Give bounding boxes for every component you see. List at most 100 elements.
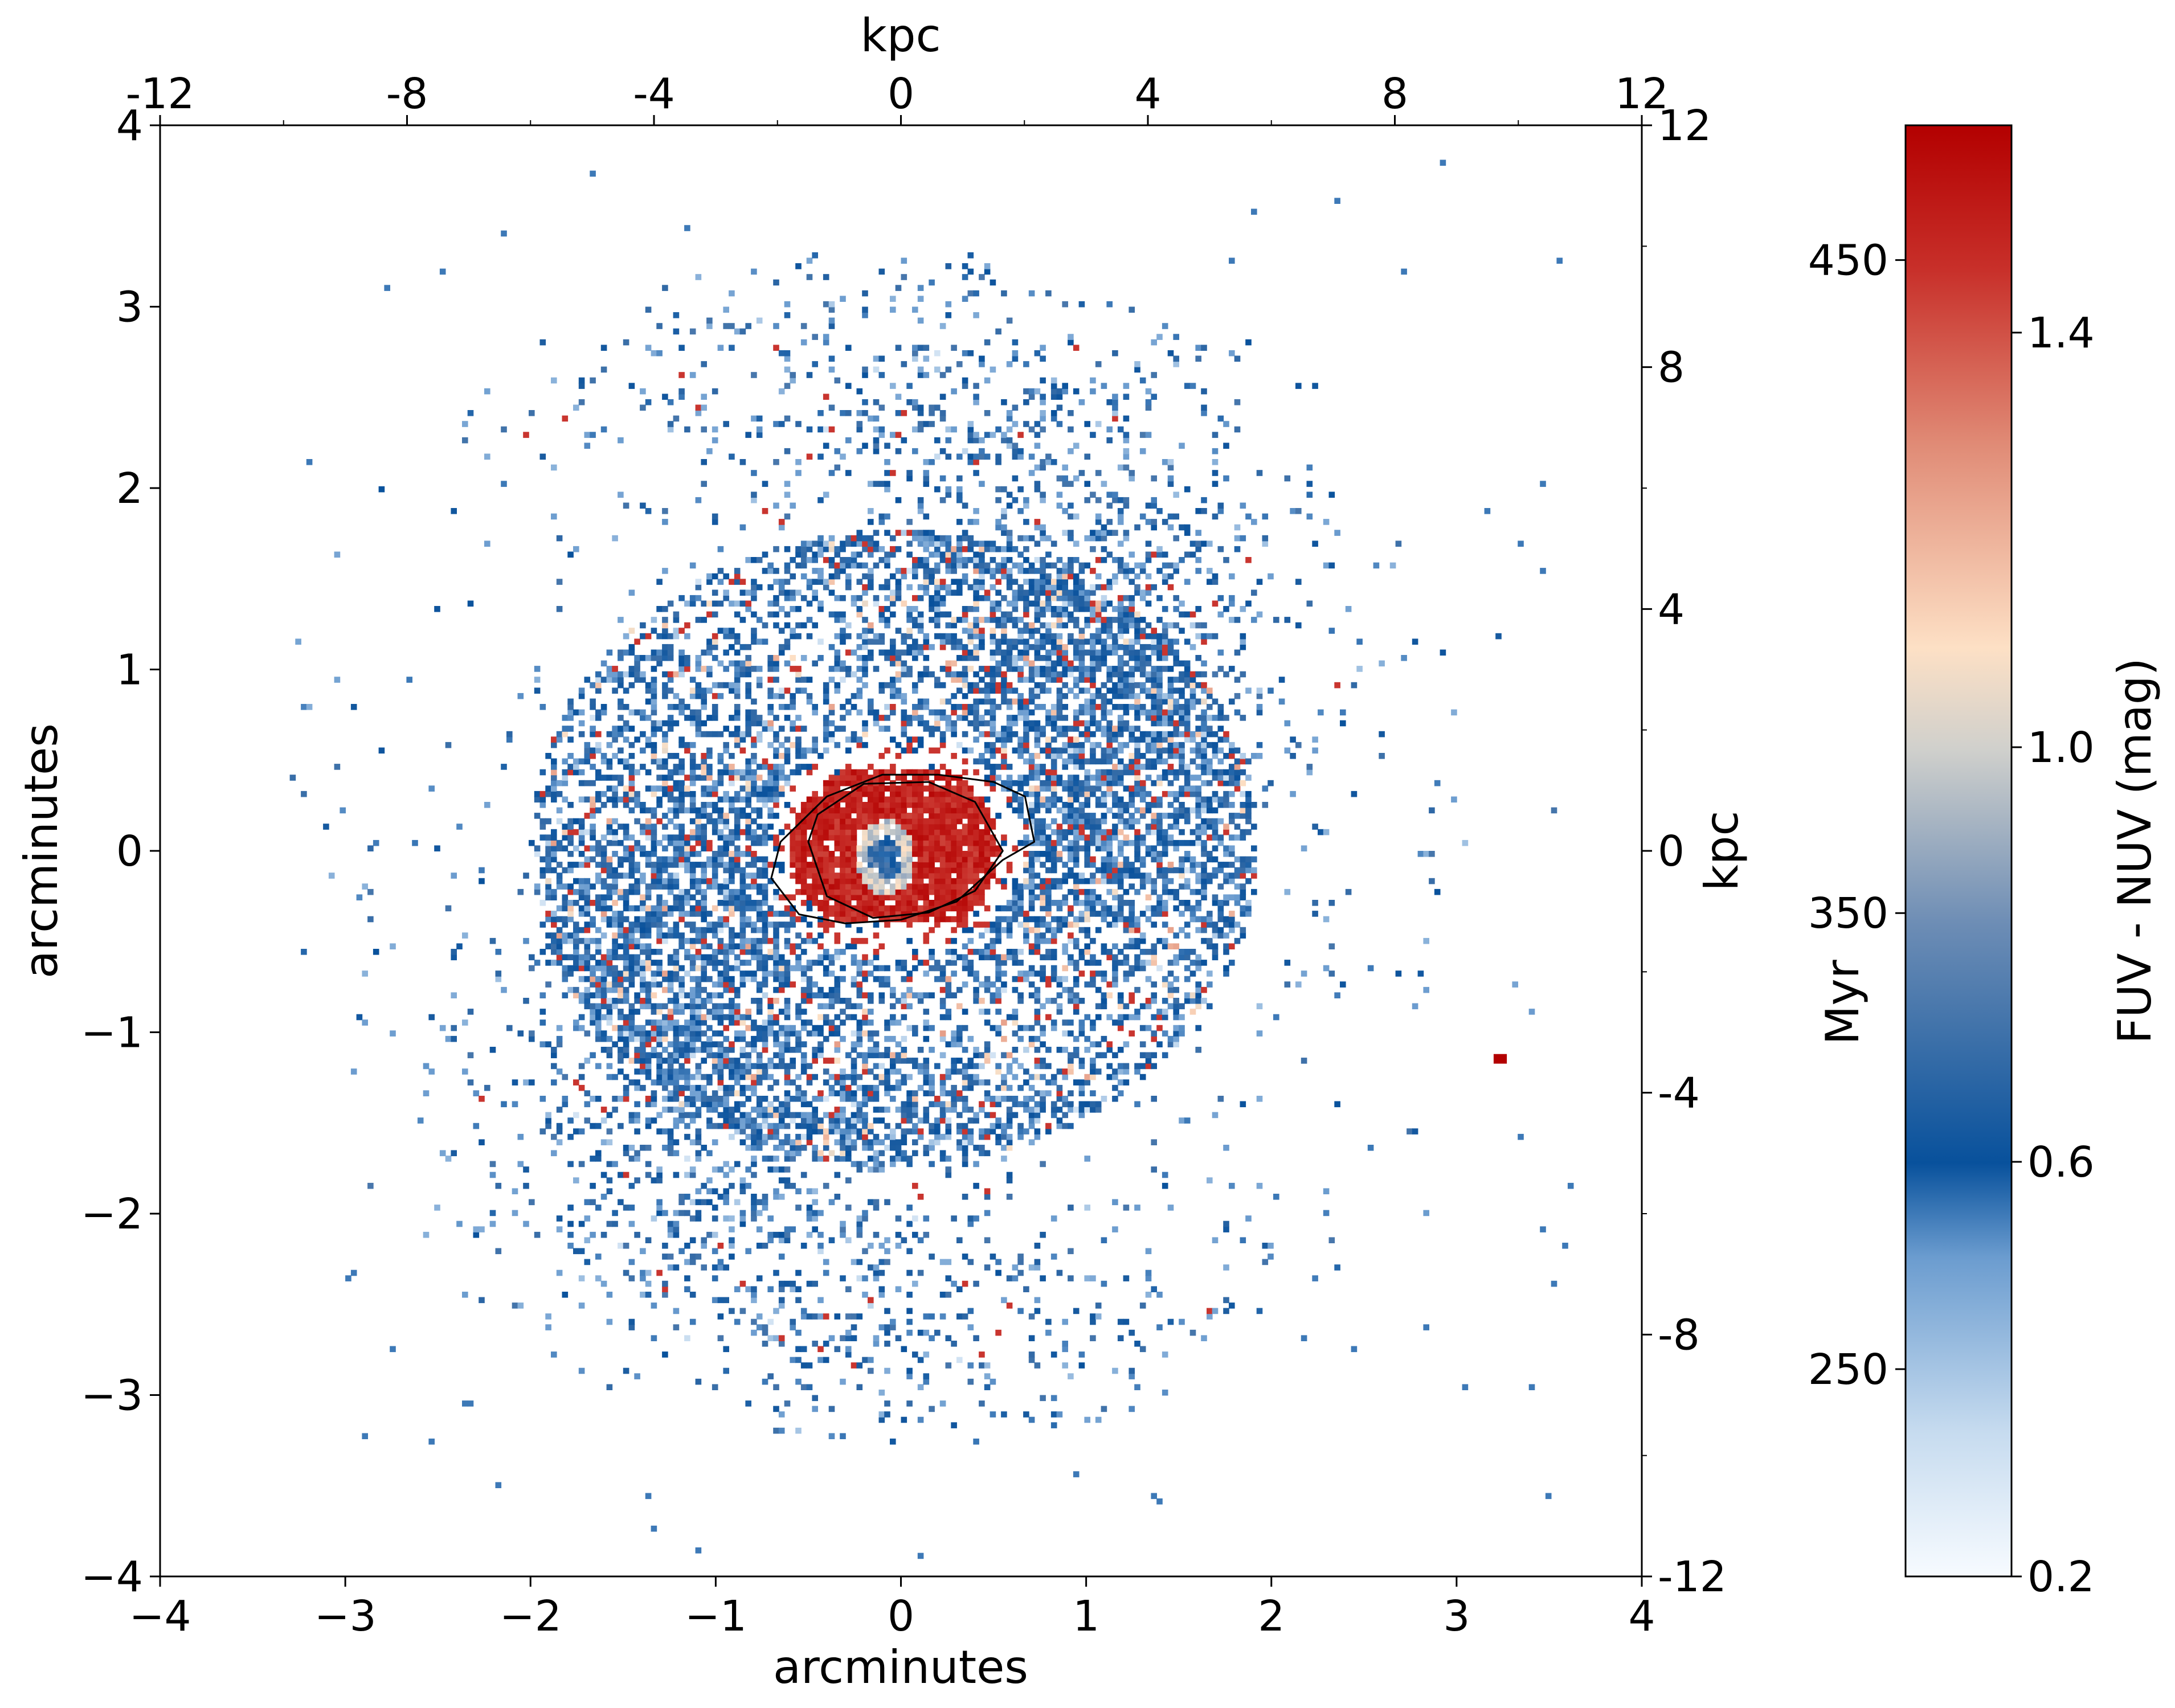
- map-pixel: [645, 1117, 652, 1124]
- map-pixel: [906, 883, 913, 890]
- map-pixel: [868, 415, 874, 422]
- map-pixel: [656, 606, 663, 612]
- map-pixel: [817, 839, 824, 846]
- map-pixel: [667, 932, 674, 939]
- map-pixel: [717, 862, 724, 868]
- map-pixel: [606, 905, 613, 912]
- map-pixel: [878, 1243, 885, 1249]
- map-pixel: [806, 932, 813, 939]
- map-pixel: [956, 1123, 963, 1129]
- map-pixel: [939, 600, 946, 607]
- map-pixel: [929, 1313, 935, 1320]
- map-pixel: [901, 1150, 907, 1157]
- map-pixel: [667, 883, 674, 890]
- map-pixel: [739, 807, 746, 814]
- map-pixel: [800, 726, 807, 732]
- map-pixel: [745, 666, 751, 672]
- map-pixel: [939, 1074, 946, 1080]
- map-pixel: [784, 1177, 791, 1183]
- map-pixel: [912, 562, 918, 569]
- map-pixel: [762, 1112, 768, 1119]
- map-pixel: [823, 873, 829, 879]
- map-pixel: [628, 628, 635, 634]
- map-pixel: [817, 932, 824, 939]
- map-pixel: [906, 921, 913, 928]
- map-pixel: [862, 807, 868, 814]
- map-pixel: [651, 1009, 657, 1015]
- map-pixel: [890, 1318, 896, 1325]
- map-pixel: [645, 633, 652, 640]
- map-pixel: [539, 834, 546, 841]
- map-pixel: [917, 796, 924, 803]
- map-pixel: [745, 1166, 751, 1173]
- map-pixel: [878, 900, 885, 906]
- map-pixel: [795, 470, 802, 476]
- map-pixel: [795, 813, 802, 819]
- map-pixel: [895, 660, 902, 667]
- map-pixel: [823, 949, 829, 955]
- map-pixel: [551, 1133, 557, 1140]
- map-pixel: [912, 888, 918, 895]
- map-pixel: [556, 780, 563, 787]
- map-pixel: [840, 1035, 846, 1042]
- map-pixel: [767, 1335, 774, 1341]
- map-pixel: [923, 937, 930, 944]
- map-pixel: [745, 921, 751, 928]
- map-pixel: [428, 1014, 435, 1021]
- map-pixel: [600, 1231, 607, 1238]
- map-pixel: [795, 742, 802, 748]
- map-pixel: [739, 1188, 746, 1194]
- map-pixel: [790, 862, 796, 868]
- map-pixel: [523, 937, 529, 944]
- map-pixel: [678, 698, 685, 705]
- map-pixel: [701, 905, 707, 912]
- map-pixel: [706, 1107, 713, 1113]
- map-pixel: [778, 1107, 785, 1113]
- map-pixel: [929, 617, 935, 623]
- map-pixel: [334, 764, 341, 770]
- map-pixel: [901, 638, 907, 645]
- map-pixel: [729, 579, 735, 585]
- map-pixel: [734, 666, 741, 672]
- map-pixel: [784, 568, 791, 574]
- map-pixel: [618, 1199, 624, 1206]
- map-pixel: [662, 790, 668, 797]
- map-pixel: [917, 345, 924, 351]
- map-pixel: [678, 916, 685, 923]
- map-pixel: [451, 949, 457, 955]
- map-pixel: [795, 965, 802, 972]
- map-pixel: [784, 660, 791, 667]
- map-pixel: [562, 1292, 569, 1298]
- map-pixel: [884, 1341, 890, 1347]
- map-pixel: [812, 1150, 818, 1157]
- map-pixel: [851, 1047, 857, 1053]
- map-pixel: [634, 954, 640, 961]
- map-pixel: [812, 1107, 818, 1113]
- map-pixel: [828, 921, 835, 928]
- map-pixel: [734, 1014, 741, 1021]
- map-pixel: [556, 606, 563, 612]
- map-pixel: [734, 1123, 741, 1129]
- map-pixel: [684, 867, 690, 874]
- map-pixel: [618, 1243, 624, 1249]
- map-pixel: [684, 1335, 690, 1341]
- map-pixel: [678, 1041, 685, 1047]
- map-pixel: [678, 655, 685, 661]
- map-pixel: [856, 1074, 863, 1080]
- map-pixel: [623, 726, 629, 732]
- map-pixel: [762, 992, 768, 998]
- map-pixel: [612, 829, 618, 835]
- map-pixel: [751, 491, 757, 498]
- map-pixel: [634, 998, 640, 1004]
- map-pixel: [729, 1107, 735, 1113]
- map-pixel: [645, 921, 652, 928]
- map-pixel: [695, 1188, 702, 1194]
- map-pixel: [917, 807, 924, 814]
- map-pixel: [912, 862, 918, 868]
- map-pixel: [717, 660, 724, 667]
- map-pixel: [701, 1084, 707, 1091]
- map-pixel: [901, 900, 907, 906]
- map-pixel: [673, 1030, 680, 1037]
- map-pixel: [695, 584, 702, 591]
- map-pixel: [651, 807, 657, 814]
